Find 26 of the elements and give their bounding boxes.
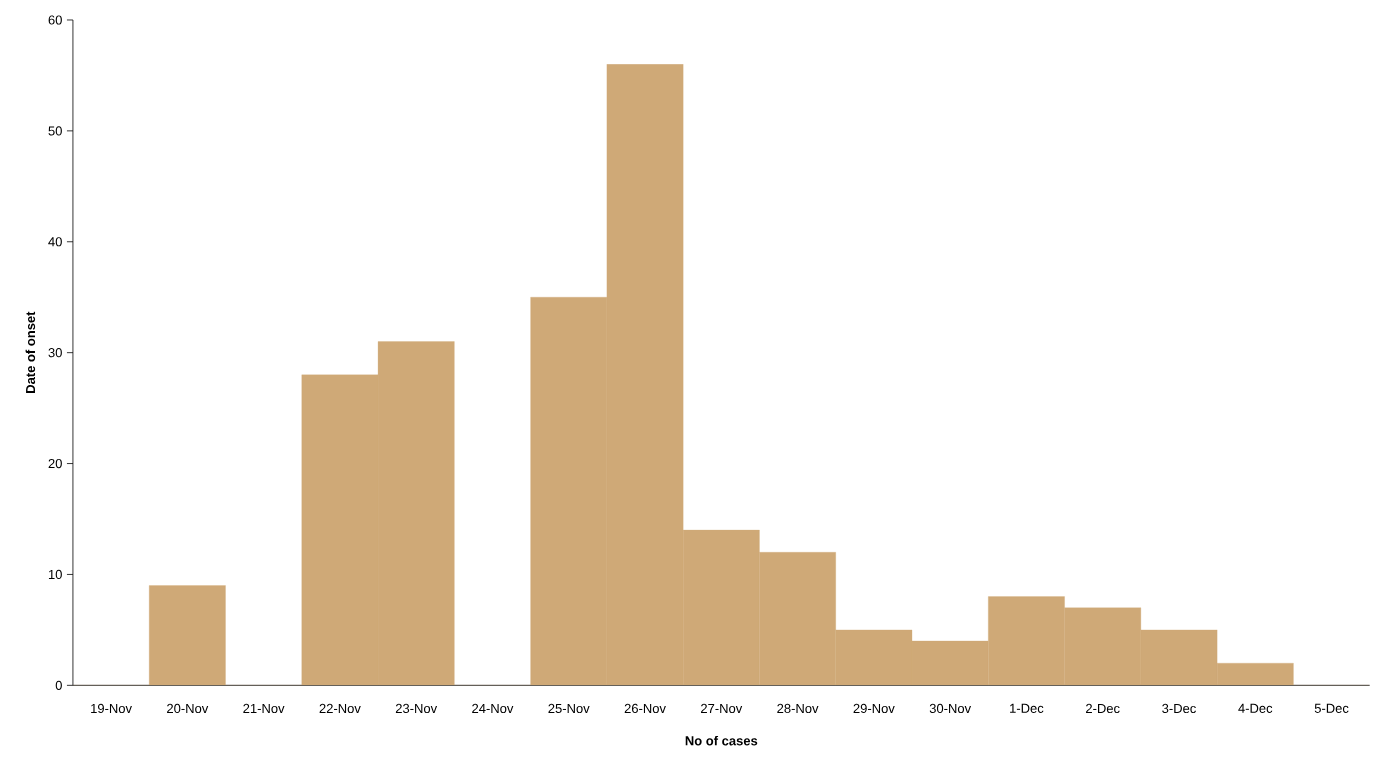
x-tick-label: 29-Nov [853, 703, 895, 713]
x-axis-title: No of cases [685, 735, 758, 746]
x-tick-label: 20-Nov [167, 703, 209, 713]
x-tick-label: 23-Nov [395, 703, 438, 713]
x-tick-label: 28-Nov [777, 703, 819, 713]
y-axis-title: Date of onset [25, 311, 36, 393]
x-tick-label: 27-Nov [701, 703, 743, 713]
x-tick-label: 2-Dec [1086, 703, 1120, 713]
x-tick-label: 26-Nov [624, 703, 666, 713]
x-tick-label: 25-Nov [548, 703, 590, 713]
x-tick-label: 19-Nov [91, 703, 132, 713]
y-tick-label: 60 [48, 15, 62, 25]
x-tick-label: 4-Dec [1238, 703, 1273, 713]
x-tick-label: 22-Nov [319, 703, 361, 713]
x-tick-label: 1-Dec [1010, 703, 1044, 713]
x-tick-label: 5-Dec [1314, 703, 1349, 713]
y-tick-label: 30 [48, 347, 62, 358]
x-tick-label: 3-Dec [1162, 703, 1196, 713]
x-tick-label: 21-Nov [243, 703, 285, 713]
y-tick-label: 40 [48, 237, 62, 247]
y-tick-label: 50 [48, 126, 62, 136]
x-tick-label: 24-Nov [472, 703, 514, 713]
x-tick-label: 30-Nov [929, 703, 972, 713]
y-tick-label: 20 [48, 458, 62, 469]
y-tick-label: 0 [55, 680, 62, 690]
y-tick-label: 10 [48, 569, 62, 579]
